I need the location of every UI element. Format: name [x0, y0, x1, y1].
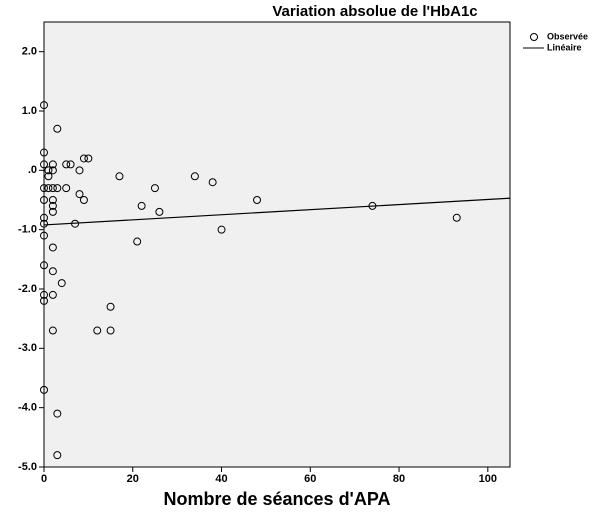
point: [79, 154, 88, 163]
point: [48, 243, 57, 252]
y-tick-label: .0: [28, 164, 37, 176]
point: [40, 296, 48, 305]
point: [253, 196, 262, 204]
point: [106, 302, 115, 311]
point: [48, 196, 57, 204]
point: [40, 196, 48, 204]
point: [217, 225, 226, 234]
plot-area: [43, 21, 511, 468]
point: [75, 166, 84, 175]
point: [93, 326, 102, 335]
point: [40, 213, 48, 222]
point: [190, 172, 199, 181]
point: [40, 231, 48, 240]
x-tick-label: 60: [304, 473, 316, 485]
point: [48, 184, 57, 193]
point: [150, 184, 159, 193]
point: [48, 290, 57, 299]
point: [66, 160, 75, 169]
point: [40, 290, 48, 299]
point: [75, 190, 84, 199]
point: [48, 166, 57, 175]
point: [208, 178, 217, 187]
point: [137, 201, 146, 210]
point: [53, 451, 62, 460]
point: [40, 261, 48, 270]
point: [79, 196, 88, 204]
point: [48, 267, 57, 276]
chart-title: Variation absolue de l'HbA1c: [272, 3, 477, 20]
point: [452, 213, 461, 222]
y-tick-label: 2.0: [22, 46, 37, 58]
y-tick-label: -1.0: [18, 224, 37, 236]
point: [48, 326, 57, 335]
y-tick-label: -5.0: [18, 461, 37, 473]
point: [53, 409, 62, 418]
x-tick-label: 40: [215, 473, 227, 485]
y-tick-label: -3.0: [18, 342, 37, 354]
point: [40, 160, 48, 169]
point: [62, 184, 71, 193]
legend-label: Linéaire: [547, 42, 582, 52]
x-tick-label: 0: [41, 473, 47, 485]
y-tick-label: 1.0: [22, 105, 37, 117]
legend-symbol: [530, 33, 538, 41]
point: [44, 172, 53, 181]
y-tick-label: -2.0: [18, 283, 37, 295]
point: [106, 326, 115, 335]
x-tick-label: 80: [393, 473, 405, 485]
y-tick-label: -4.0: [18, 402, 37, 414]
point: [115, 172, 124, 181]
point: [53, 124, 62, 133]
x-axis-label: Nombre de séances d'APA: [163, 489, 390, 509]
point: [53, 184, 62, 193]
point: [40, 184, 48, 193]
point: [40, 219, 48, 228]
point: [48, 160, 57, 169]
point: [40, 385, 48, 394]
point: [62, 160, 71, 169]
point: [57, 279, 66, 288]
x-tick-label: 100: [479, 473, 497, 485]
point: [44, 184, 53, 193]
point: [44, 166, 53, 175]
point: [48, 201, 57, 210]
fit-line: [43, 197, 511, 226]
point: [40, 101, 48, 110]
point: [40, 148, 48, 157]
point: [155, 207, 164, 216]
x-tick-label: 20: [127, 473, 139, 485]
point: [48, 207, 57, 216]
legend-label: Observée: [547, 31, 588, 41]
point: [133, 237, 142, 246]
point: [84, 154, 93, 163]
